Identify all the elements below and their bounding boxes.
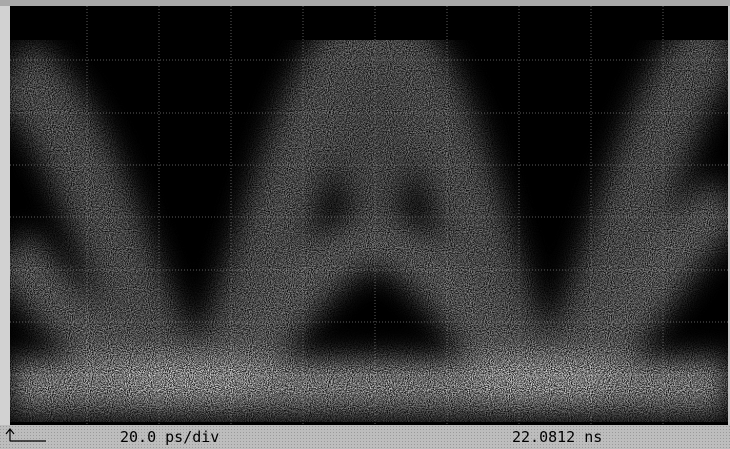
left-edge [0, 6, 10, 425]
trigger-icon [5, 428, 46, 442]
timebase: 20.0 ps/div [120, 428, 219, 446]
eye-diagram [0, 4, 730, 422]
status-bar [0, 425, 730, 449]
position: 22.0812 ns [512, 428, 602, 446]
top-bar [0, 0, 730, 6]
